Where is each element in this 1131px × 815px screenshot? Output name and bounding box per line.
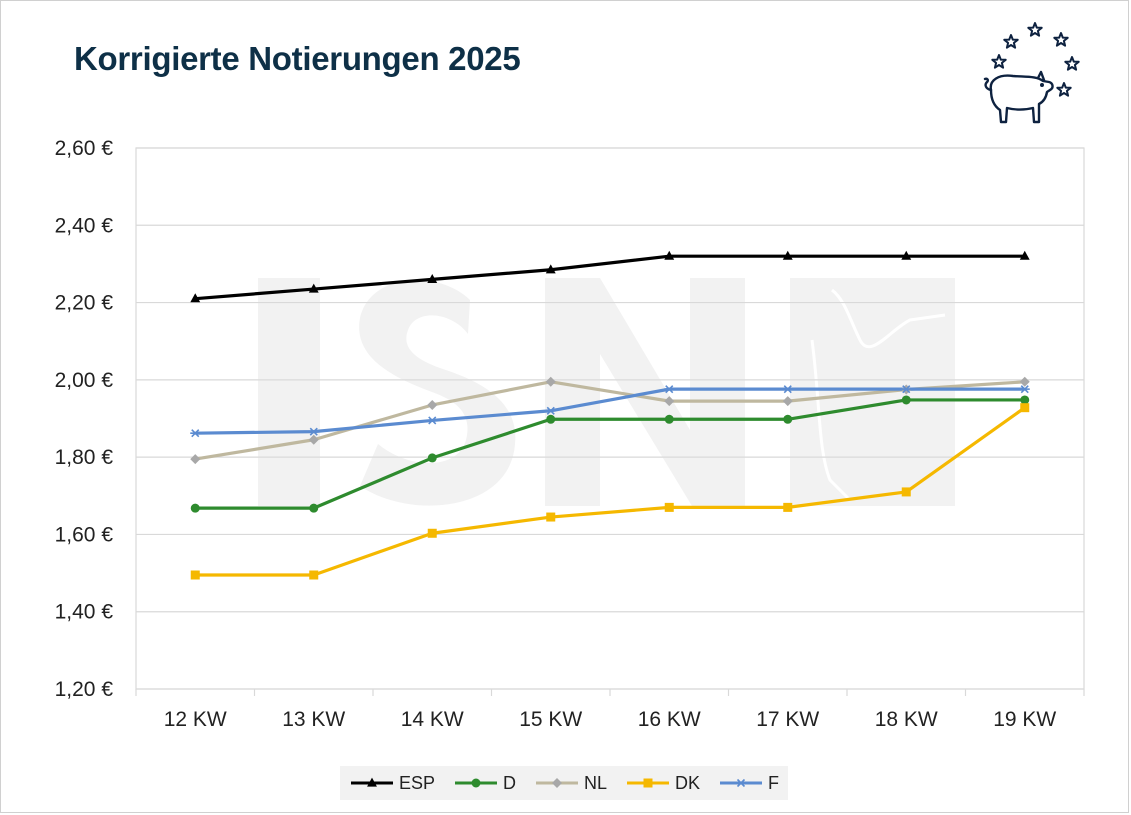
x-tick-label: 15 KW [519, 708, 582, 731]
star-icon [1003, 34, 1019, 49]
data-point-d [546, 414, 556, 424]
chart-legend: ESP D NL DK F [340, 766, 788, 800]
series-line-d [195, 398, 1025, 510]
star-icon [1064, 56, 1080, 71]
data-point-esp [190, 293, 201, 303]
y-tick-label: 1,80 € [55, 446, 114, 469]
data-point-f [782, 385, 793, 394]
data-point-dk [783, 502, 793, 512]
legend-swatch [627, 778, 670, 788]
x-tick-label: 14 KW [401, 708, 464, 731]
data-point-d [1020, 395, 1030, 405]
data-point-d [664, 414, 674, 424]
legend-label: NL [584, 772, 608, 793]
y-tick-label: 2,40 € [55, 214, 114, 237]
legend-marker [552, 778, 562, 788]
data-point-esp [427, 273, 438, 283]
legend-label: D [503, 772, 516, 793]
watermark-outline-lower [810, 339, 852, 502]
legend-marker [643, 778, 653, 788]
series-line-nl [194, 380, 1025, 461]
data-point-dk [546, 512, 556, 522]
x-tick-label: 12 KW [164, 708, 227, 731]
x-tick-label: 18 KW [875, 708, 938, 731]
y-tick-label: 1,20 € [55, 678, 114, 701]
data-point-esp [901, 250, 912, 260]
legend-marker [471, 778, 481, 788]
data-point-f [1019, 385, 1030, 394]
star-icon [1027, 22, 1043, 37]
legend-label: F [768, 772, 780, 793]
legend-swatch [720, 778, 763, 788]
legend-label: ESP [398, 772, 435, 793]
data-point-esp [308, 283, 319, 293]
legend-item-d: D [453, 773, 516, 794]
data-point-esp [1019, 250, 1030, 260]
data-point-f [664, 385, 675, 394]
y-tick-label: 2,20 € [55, 292, 114, 315]
data-point-d [190, 503, 200, 513]
data-point-f [545, 406, 556, 415]
data-point-f [427, 416, 438, 425]
data-point-dk [309, 570, 319, 580]
x-tick-label: 19 KW [993, 708, 1056, 731]
data-point-nl [664, 396, 675, 407]
data-point-d [901, 395, 911, 405]
chart-title: Korrigierte Notierungen 2025 [74, 40, 521, 77]
legend-item-esp: ESP [349, 773, 435, 794]
data-point-f [901, 385, 912, 394]
data-point-nl [308, 434, 319, 445]
legend-item-nl: NL [534, 773, 607, 794]
legend-marker [736, 778, 747, 788]
pig-stars-logo-icon [983, 22, 1080, 124]
data-point-d [309, 503, 319, 513]
series-line-f [195, 387, 1025, 435]
data-point-esp [664, 250, 675, 260]
data-point-nl [1019, 376, 1030, 387]
data-point-nl [427, 399, 438, 410]
y-tick-label: 1,40 € [55, 601, 114, 624]
data-point-f [308, 427, 319, 436]
series-line-dk [195, 406, 1026, 577]
legend-item-dk: DK [625, 773, 700, 794]
x-tick-label: 13 KW [282, 708, 345, 731]
star-icon [991, 54, 1007, 69]
legend-marker [367, 777, 377, 787]
x-tick-label: 16 KW [638, 708, 701, 731]
y-tick-label: 2,60 € [55, 137, 114, 160]
data-point-nl [190, 454, 201, 465]
y-tick-label: 1,60 € [55, 523, 114, 546]
data-point-esp [545, 264, 556, 274]
data-point-d [783, 414, 793, 424]
x-tick-label: 17 KW [756, 708, 819, 731]
series-line-esp [195, 254, 1025, 301]
star-icon [1053, 32, 1069, 47]
data-point-dk [664, 502, 674, 512]
legend-item-f: F [718, 773, 779, 794]
data-point-nl [545, 376, 556, 387]
data-point-d [427, 453, 437, 463]
data-point-dk [427, 528, 437, 538]
legend-label: DK [675, 772, 701, 793]
data-point-f [190, 429, 201, 438]
star-icon [1056, 82, 1072, 97]
data-point-dk [1020, 403, 1030, 413]
legend-swatch [350, 777, 393, 787]
data-point-esp [782, 250, 793, 260]
data-point-dk [190, 570, 200, 580]
legend-swatch [455, 778, 497, 788]
y-tick-label: 2,00 € [55, 369, 114, 392]
data-point-nl [782, 396, 793, 407]
legend-swatch [536, 778, 578, 788]
data-point-dk [901, 487, 911, 497]
